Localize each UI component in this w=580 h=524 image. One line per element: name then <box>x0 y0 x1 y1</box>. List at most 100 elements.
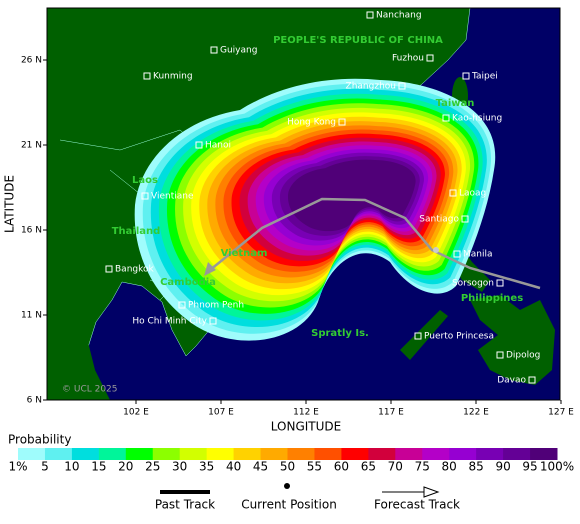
city-label: Ho Chi Minh City <box>132 317 207 327</box>
y-tick-label: 6 N <box>27 396 42 406</box>
city-marker <box>461 215 469 223</box>
legend-label: 20 <box>118 460 133 474</box>
legend-label: 95 <box>522 460 537 474</box>
city-marker <box>141 192 149 200</box>
legend-swatch <box>152 448 181 460</box>
city-marker <box>366 11 374 19</box>
legend-swatch <box>125 448 154 460</box>
legend-swatch <box>287 448 315 460</box>
city-marker <box>195 141 203 149</box>
city-marker <box>414 332 422 340</box>
forecast-arrow-key <box>423 486 440 498</box>
city-label: Puerto Princesa <box>424 332 494 342</box>
region-label: Taiwan <box>436 98 475 109</box>
legend-label: 40 <box>226 460 241 474</box>
city-label: Nanchang <box>376 11 422 21</box>
legend-swatch <box>449 448 477 460</box>
legend-label: 1% <box>8 460 27 474</box>
city-label: Phnom Penh <box>188 301 244 311</box>
legend-swatch <box>503 448 531 460</box>
city-marker <box>449 189 457 197</box>
y-tick-label: 16 N <box>21 226 42 236</box>
city-label: Manila <box>463 250 493 260</box>
legend-swatch <box>98 448 127 460</box>
y-tick-label: 26 N <box>21 56 42 66</box>
legend-swatch <box>179 448 208 460</box>
forecast-track <box>209 197 541 290</box>
city-marker <box>462 72 470 80</box>
key-label: Current Position <box>241 498 337 512</box>
legend-swatch <box>260 448 288 460</box>
legend-label: 45 <box>253 460 268 474</box>
city-marker <box>426 54 434 62</box>
map <box>47 8 560 400</box>
probability-swath <box>134 78 496 341</box>
region-label: Vietnam <box>221 248 268 259</box>
legend-label: 35 <box>199 460 214 474</box>
current-position <box>433 247 439 253</box>
city-label: Vientiane <box>151 192 194 202</box>
city-marker <box>105 265 113 273</box>
x-tick-label: 107 E <box>208 408 234 418</box>
track-arrow <box>204 262 216 276</box>
legend-swatch <box>395 448 423 460</box>
legend-swatch <box>476 448 504 460</box>
legend-label: 90 <box>495 460 510 474</box>
legend-label: 75 <box>415 460 430 474</box>
city-marker <box>442 114 450 122</box>
city-label: Guiyang <box>220 46 257 56</box>
legend-label: 80 <box>442 460 457 474</box>
legend-label: 10 <box>64 460 79 474</box>
city-label: Santiago <box>419 215 459 225</box>
x-tick-label: 127 E <box>548 408 574 418</box>
city-marker <box>178 301 186 309</box>
swath-band <box>287 159 416 232</box>
region-label: Laos <box>132 175 158 186</box>
legend-label: 60 <box>334 460 349 474</box>
current-position-key <box>284 483 290 489</box>
city-label: Fuzhou <box>392 54 424 64</box>
city-label: Laoag <box>459 189 486 199</box>
city-marker <box>496 351 504 359</box>
city-marker <box>209 317 217 325</box>
legend-label: 55 <box>307 460 322 474</box>
x-tick-label: 102 E <box>123 408 149 418</box>
city-marker <box>496 279 504 287</box>
city-marker <box>398 82 406 90</box>
city-marker <box>453 250 461 258</box>
legend-label: 5 <box>41 460 49 474</box>
region-label: Thailand <box>112 226 161 237</box>
city-label: Kao-hsiung <box>452 114 502 124</box>
legend-label: 65 <box>361 460 376 474</box>
city-label: Bangkok <box>115 265 155 275</box>
x-axis-label: LONGITUDE <box>271 420 341 434</box>
legend-label: 30 <box>172 460 187 474</box>
y-tick-label: 21 N <box>21 141 42 151</box>
legend-swatch <box>71 448 100 460</box>
city-label: Taipei <box>471 72 498 82</box>
city-label: Sorsogon <box>452 279 494 289</box>
city-label: Kunming <box>153 72 193 82</box>
legend-label: 100% <box>540 460 574 474</box>
legend-label: 25 <box>145 460 160 474</box>
y-tick-label: 11 N <box>21 311 42 321</box>
legend-swatch <box>368 448 396 460</box>
city-marker <box>528 376 536 384</box>
legend-swatch <box>530 448 558 460</box>
map-frame <box>46 7 561 401</box>
city-label: Zhangzhou <box>346 82 396 92</box>
legend-swatch <box>233 448 262 460</box>
city-label: Davao <box>497 376 526 386</box>
city-label: Dipolog <box>506 351 540 361</box>
city-marker <box>338 118 346 126</box>
city-marker <box>143 72 151 80</box>
legend-label: 85 <box>469 460 484 474</box>
key-label: Past Track <box>155 498 215 512</box>
legend-label: 70 <box>388 460 403 474</box>
visayas-mindanao <box>400 295 555 385</box>
city-marker <box>210 46 218 54</box>
region-label: PEOPLE'S REPUBLIC OF CHINA <box>273 35 443 46</box>
city-label: Hong Kong <box>287 118 336 128</box>
x-tick-label: 122 E <box>463 408 489 418</box>
